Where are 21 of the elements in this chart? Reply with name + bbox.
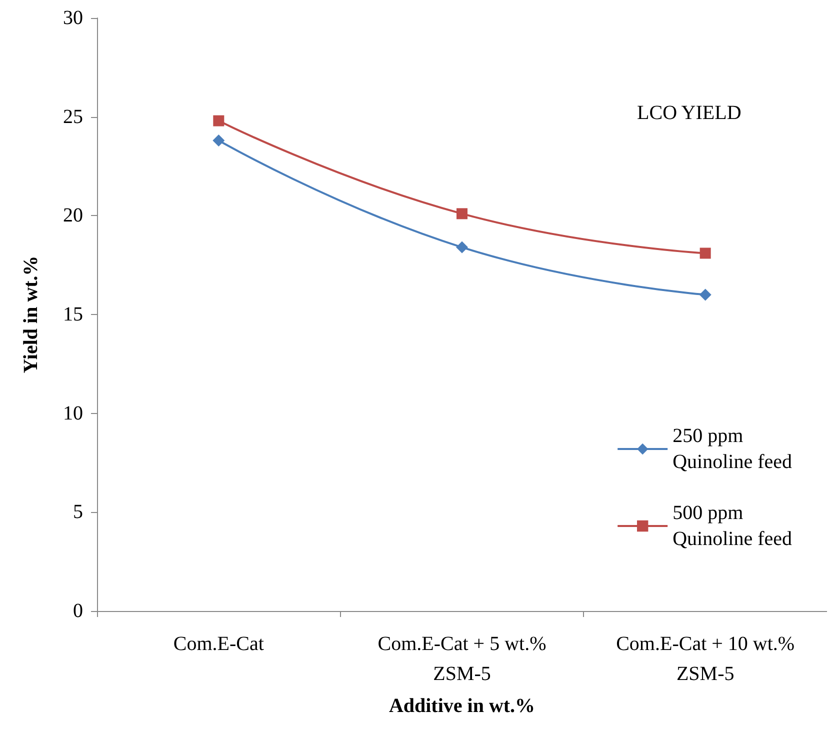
annotation: LCO YIELD xyxy=(637,102,742,124)
y-tick-label: 0 xyxy=(73,600,83,622)
point xyxy=(700,248,711,259)
x-tick-label: Com.E-Cat + 5 wt.% ZSM-5 xyxy=(378,633,546,685)
point xyxy=(213,115,224,126)
legend-label: 500 ppm Quinoline feed xyxy=(672,502,792,550)
y-tick-label: 25 xyxy=(63,106,83,128)
point xyxy=(456,208,468,220)
y-tick-label: 15 xyxy=(63,304,83,326)
point xyxy=(212,134,225,147)
legend-label: 250 ppm Quinoline feed xyxy=(672,425,792,473)
y-tick-label: 20 xyxy=(63,204,83,227)
y-tick-label: 10 xyxy=(63,402,83,424)
y-tick-label: 30 xyxy=(63,7,83,29)
point xyxy=(456,241,468,254)
y-axis-title: Yield in wt.% xyxy=(20,256,42,374)
y-tick-label: 5 xyxy=(73,501,83,524)
point xyxy=(699,288,712,301)
x-tick-label: Com.E-Cat + 10 wt.% ZSM-5 xyxy=(616,633,795,685)
x-axis-title: Additive in wt.% xyxy=(388,695,536,717)
x-tick-label: Com.E-Cat xyxy=(173,633,264,655)
